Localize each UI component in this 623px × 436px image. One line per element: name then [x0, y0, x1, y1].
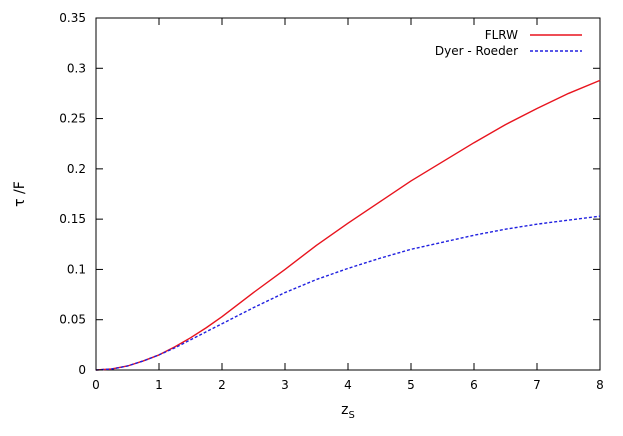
x-tick-label: 3: [281, 378, 289, 392]
x-tick-label: 2: [218, 378, 226, 392]
x-tick-label: 6: [470, 378, 478, 392]
y-axis-label: τ /F: [12, 181, 28, 207]
x-axis-label: zS: [341, 402, 355, 421]
x-tick-label: 5: [407, 378, 415, 392]
y-tick-label: 0.05: [59, 313, 86, 327]
x-tick-label: 7: [533, 378, 541, 392]
x-tick-label: 8: [596, 378, 604, 392]
plot-frame: [95, 17, 601, 371]
y-tick-label: 0.3: [67, 61, 86, 75]
x-axis-label-subscript: S: [349, 410, 355, 421]
x-tick-label: 0: [92, 378, 100, 392]
y-tick-label: 0.35: [59, 11, 86, 25]
y-tick-label: 0.1: [67, 262, 86, 276]
y-tick-label: 0.15: [59, 212, 86, 226]
y-tick-label: 0.2: [67, 162, 86, 176]
series-line-dyer-roeder: [95, 215, 601, 371]
legend-label: Dyer - Roeder: [435, 44, 518, 58]
series-line-flrw: [95, 79, 601, 371]
series-layer: [95, 79, 601, 371]
legend: FLRW Dyer - Roeder: [435, 28, 582, 58]
x-axis-label-main: z: [341, 402, 348, 418]
legend-label: FLRW: [485, 28, 518, 42]
axis-ticks: 0 1 2 3 4 5 6 7 8 0 0.05 0.1 0.15 0.2 0.25 0.3 0.35: [59, 11, 604, 392]
y-tick-label: 0.25: [59, 112, 86, 126]
x-tick-label: 4: [344, 378, 352, 392]
plot-area: [95, 17, 601, 371]
x-tick-label: 1: [155, 378, 163, 392]
y-tick-label: 0: [78, 363, 86, 377]
